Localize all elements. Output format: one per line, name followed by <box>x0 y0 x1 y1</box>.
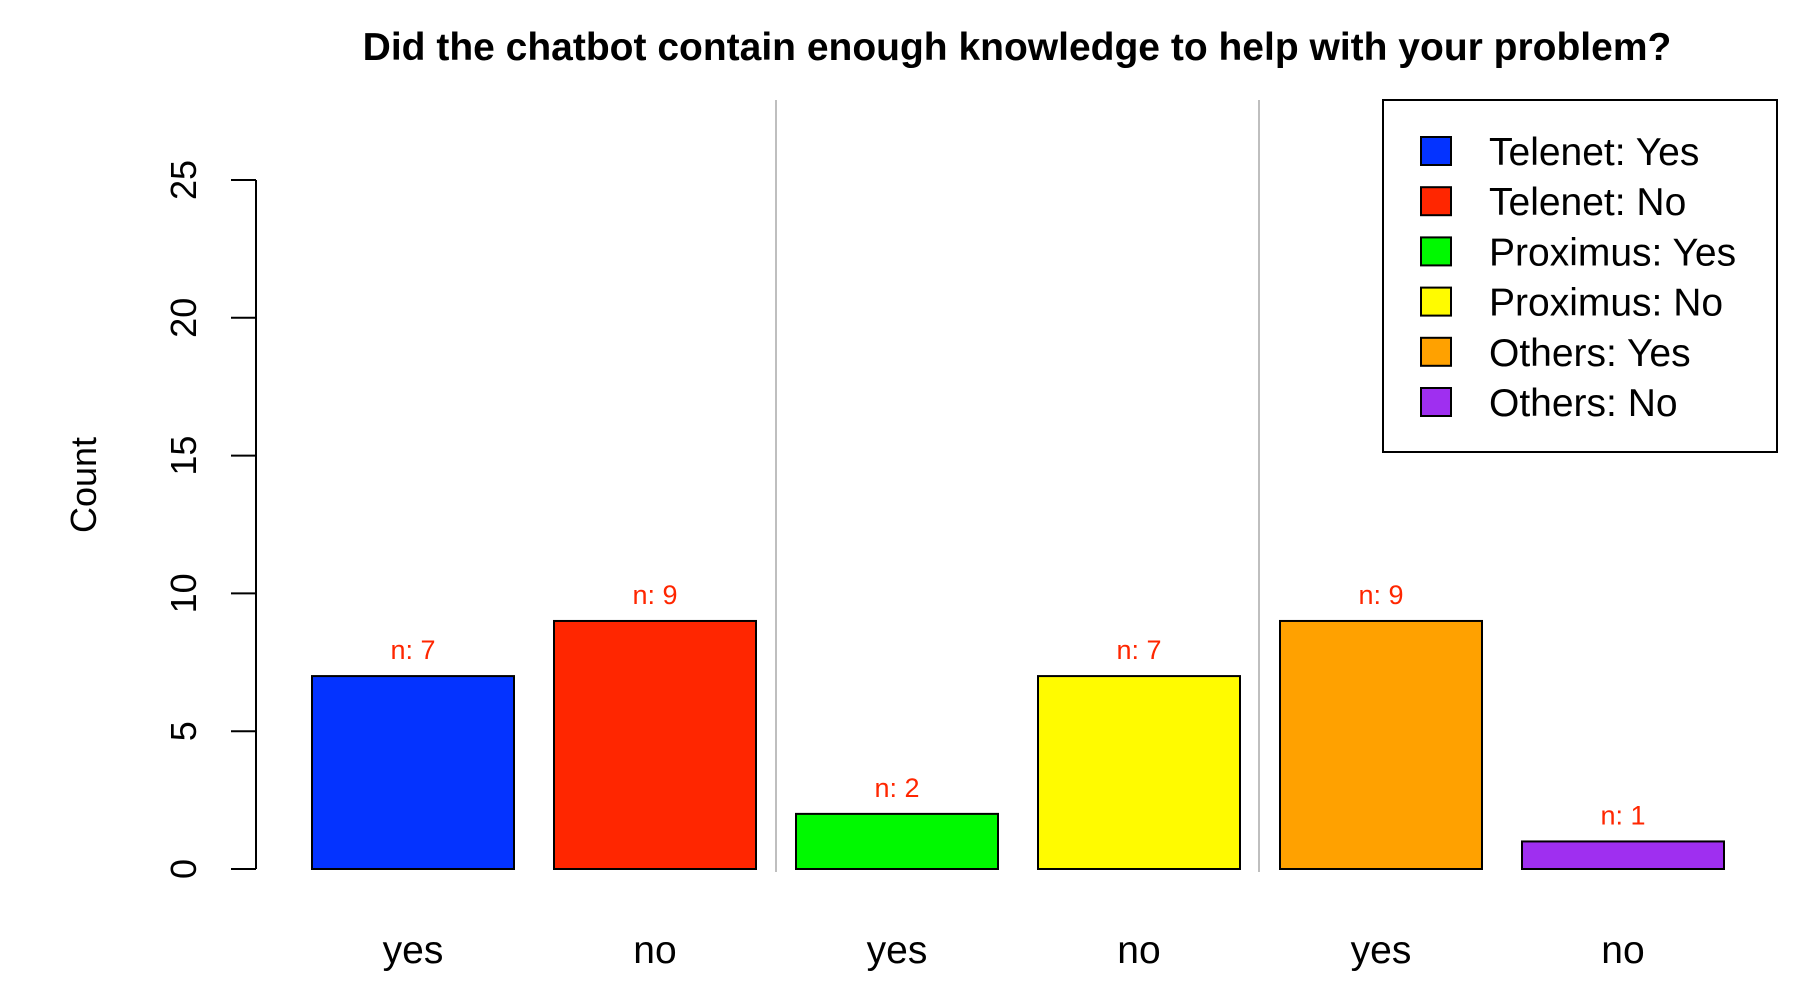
y-tick-label: 20 <box>163 298 204 338</box>
y-tick-label: 15 <box>163 436 204 476</box>
bar-value-label: n: 7 <box>390 635 435 665</box>
bar <box>1037 675 1241 871</box>
legend-swatch <box>1420 387 1452 417</box>
bar-value-label: n: 1 <box>1600 800 1645 830</box>
legend-swatch <box>1420 186 1452 217</box>
category-label: yes <box>383 929 444 972</box>
legend-label: Proximus: Yes <box>1489 231 1736 274</box>
legend-swatch <box>1420 336 1452 367</box>
bar-value-label: n: 9 <box>1358 580 1403 610</box>
category-label: no <box>633 929 676 972</box>
bar-value-label: n: 2 <box>874 773 919 803</box>
y-axis-label: Count <box>63 437 104 533</box>
legend-swatch <box>1420 286 1452 317</box>
legend-swatch <box>1420 136 1452 166</box>
bar <box>1521 840 1725 871</box>
legend: Telenet: Yes Telenet: No Proximus: Yes Prox… <box>1382 99 1778 453</box>
legend-label: Proximus: No <box>1489 282 1723 325</box>
y-axis: 0 5 10 15 20 25 <box>163 160 257 879</box>
value-labels: n: 7 n: 9 n: 2 n: 7 n: 9 n: 1 <box>390 580 1645 830</box>
bar <box>553 619 757 871</box>
category-label: no <box>1117 929 1160 972</box>
category-label: yes <box>867 929 928 972</box>
legend-label: Telenet: No <box>1489 181 1686 224</box>
bar <box>311 675 515 871</box>
bar <box>795 812 999 871</box>
category-label: yes <box>1351 929 1412 972</box>
legend-label: Others: Yes <box>1489 332 1691 375</box>
y-tick-label: 0 <box>163 859 204 879</box>
bar <box>1279 619 1483 871</box>
y-tick-label: 25 <box>163 160 204 200</box>
legend-label: Telenet: Yes <box>1489 131 1699 174</box>
bar-value-label: n: 7 <box>1116 635 1161 665</box>
legend-label: Others: No <box>1489 382 1678 425</box>
category-labels: yes no yes no yes no <box>383 929 1645 972</box>
y-tick-label: 5 <box>163 721 204 741</box>
y-tick-label: 10 <box>163 573 204 613</box>
category-label: no <box>1601 929 1644 972</box>
bar-value-label: n: 9 <box>632 580 677 610</box>
group-separators <box>775 100 1260 872</box>
bars <box>311 619 1725 871</box>
legend-swatch <box>1420 236 1452 267</box>
chart-title: Did the chatbot contain enough knowledge… <box>363 26 1672 69</box>
